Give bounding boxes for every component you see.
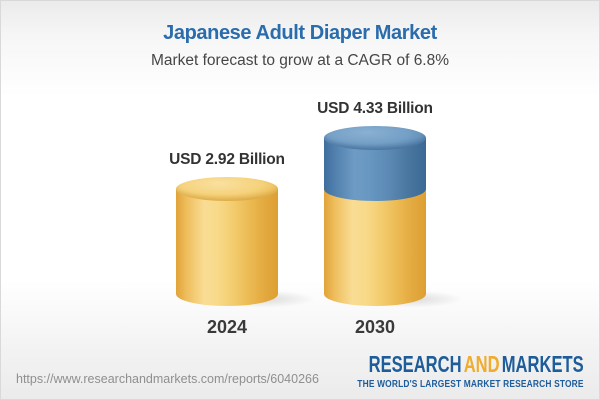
x-axis-label-2024: 2024	[206, 317, 248, 337]
bar-2024-segment	[176, 188, 278, 306]
logo-word-and: AND	[464, 351, 500, 377]
report-url-link[interactable]: https://www.researchandmarkets.com/repor…	[16, 372, 319, 386]
bar-2030-cylinder	[324, 126, 465, 308]
research-and-markets-logo[interactable]: RESEARCHANDMARKETS THE WORLD'S LARGEST M…	[285, 351, 584, 391]
logo-tagline: THE WORLD'S LARGEST MARKET RESEARCH STOR…	[357, 378, 584, 391]
logo-wordmark: RESEARCHANDMARKETS	[368, 351, 584, 377]
page-title: Japanese Adult Diaper Market	[163, 22, 437, 44]
x-axis-label-2030: 2030	[354, 317, 396, 337]
bar-2024-top-cap	[176, 176, 278, 201]
value-label-2024: USD 2.92 Billion	[169, 150, 285, 168]
bar-2024-cylinder	[176, 176, 317, 308]
bar-2030-base-segment	[324, 188, 426, 306]
value-label-2030: USD 4.33 Billion	[317, 100, 433, 118]
bar-2030-top-cap	[324, 126, 426, 151]
page-subtitle: Market forecast to grow at a CAGR of 6.8…	[150, 52, 450, 69]
logo-word-markets: MARKETS	[502, 351, 584, 377]
logo-word-research: RESEARCH	[368, 351, 462, 377]
